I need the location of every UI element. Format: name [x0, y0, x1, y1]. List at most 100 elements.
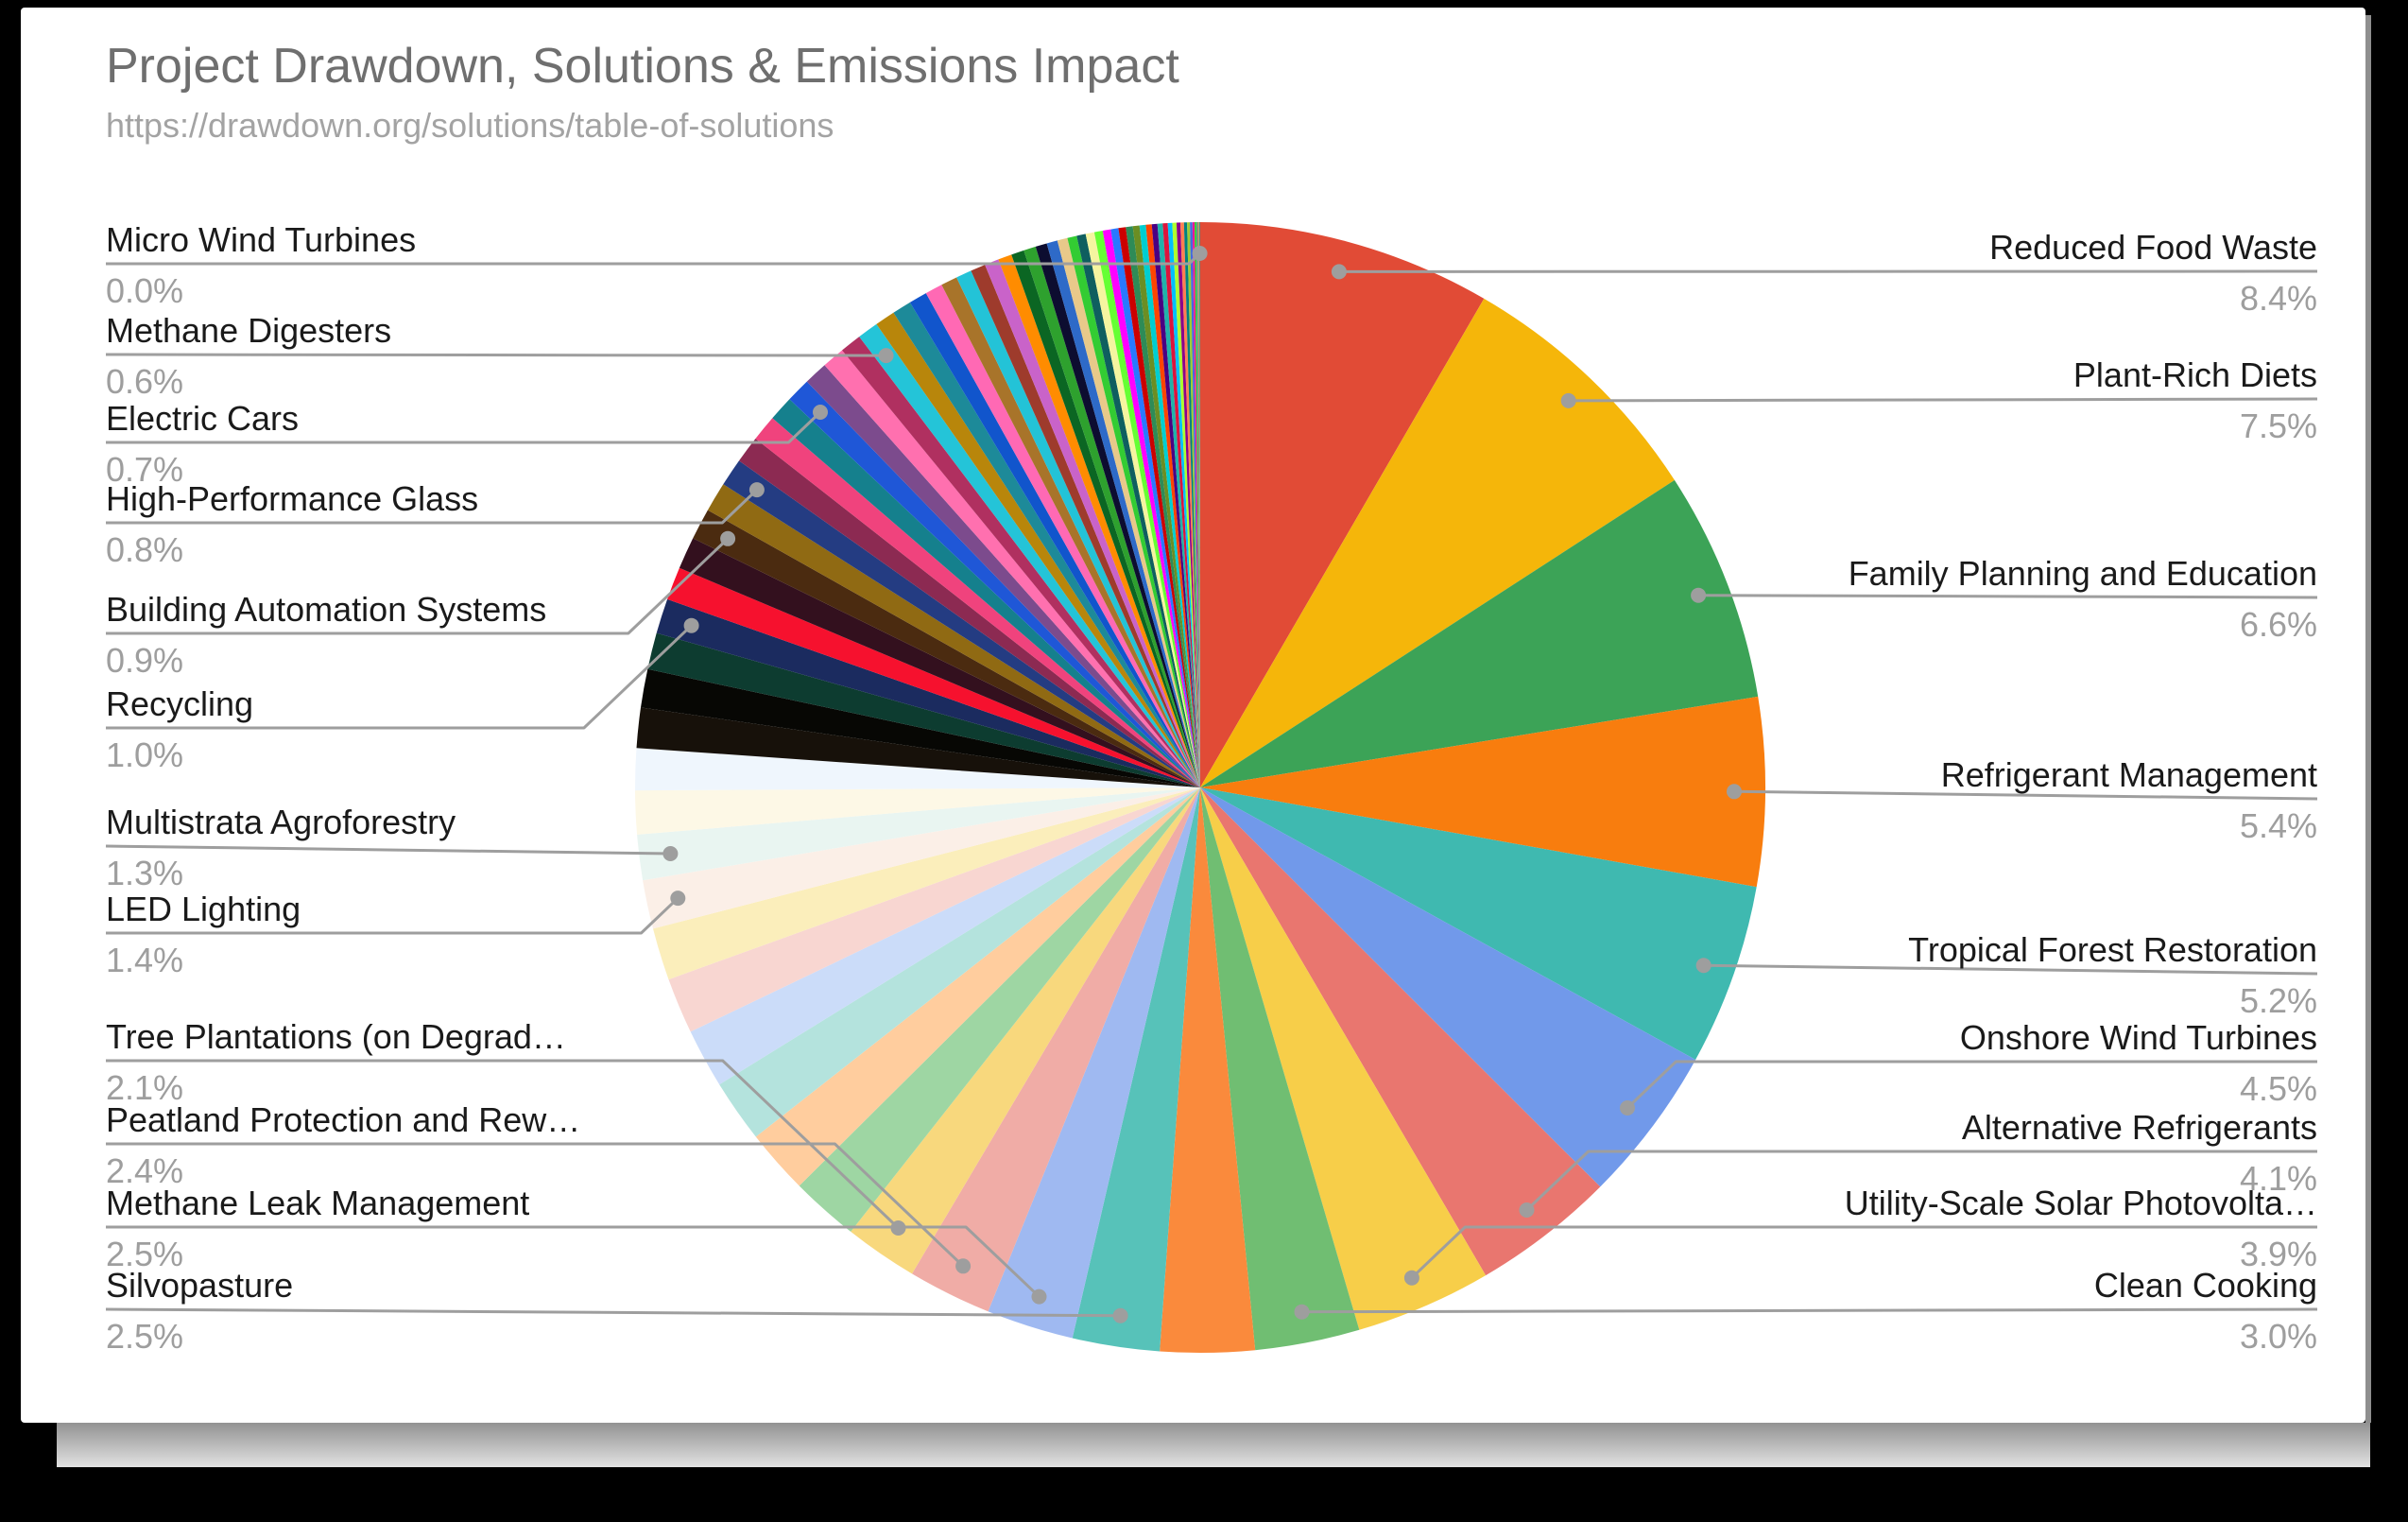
pie-slice-electric-cars[interactable] — [789, 381, 1200, 787]
pie-slice-segment-66[interactable] — [1151, 223, 1200, 787]
pie-slice-segment-18[interactable] — [668, 787, 1201, 1032]
pie-slice-segment-43[interactable] — [909, 293, 1200, 788]
pie-slice-segment-49[interactable] — [998, 254, 1200, 787]
pie-slice-segment-60[interactable] — [1110, 228, 1200, 788]
pie-slice-segment-58[interactable] — [1093, 231, 1200, 787]
callout-value: 6.6% — [2239, 605, 2317, 644]
pie-slice-segment-57[interactable] — [1085, 232, 1200, 788]
leader-dot-led-lighting — [670, 891, 686, 907]
pie-slice-segment-31[interactable] — [707, 484, 1200, 787]
pie-slice-segment-72[interactable] — [1180, 222, 1200, 787]
pie-slice-methane-digesters[interactable] — [859, 323, 1200, 787]
pie-slice-segment-55[interactable] — [1067, 235, 1200, 788]
pie-slice-segment-19[interactable] — [653, 787, 1200, 980]
pie-slice-utility-scale-solar-photovolta[interactable] — [1200, 787, 1487, 1330]
pie-slice-micro-wind-turbines[interactable] — [1199, 221, 1200, 787]
callout-label: High-Performance Glass — [106, 479, 479, 518]
leader-dot-tree-plantations-on-degrad — [890, 1220, 906, 1236]
pie-slice-peatland-protection-and-rew[interactable] — [912, 787, 1200, 1312]
callout-value: 5.2% — [2239, 981, 2317, 1020]
pie-slice-segment-37[interactable] — [806, 365, 1200, 787]
pie-slice-segment-74[interactable] — [1187, 222, 1200, 788]
pie-slice-segment-45[interactable] — [941, 277, 1200, 788]
pie-slice-recycling[interactable] — [656, 598, 1200, 787]
pie-slice-led-lighting[interactable] — [643, 787, 1200, 929]
pie-slice-segment-22[interactable] — [635, 787, 1200, 835]
pie-slice-segment-38[interactable] — [824, 350, 1201, 788]
pie-slice-segment-50[interactable] — [1011, 250, 1200, 787]
callout-value: 0.9% — [106, 641, 184, 680]
pie-slice-segment-33[interactable] — [739, 439, 1200, 787]
pie-slice-segment-14[interactable] — [799, 787, 1200, 1232]
pie-slice-segment-68[interactable] — [1162, 223, 1200, 787]
pie-slice-segment-48[interactable] — [985, 259, 1200, 787]
pie-slice-segment-75[interactable] — [1190, 222, 1200, 787]
pie-slice-segment-25[interactable] — [641, 668, 1200, 787]
pie-slice-segment-67[interactable] — [1157, 223, 1200, 788]
pie-slice-onshore-wind-turbines[interactable] — [1200, 787, 1696, 1187]
pie-slice-methane-leak-management[interactable] — [988, 787, 1201, 1339]
leader-dot-high-performance-glass — [748, 482, 765, 498]
callout-value: 0.7% — [106, 450, 184, 489]
pie-slice-segment-35[interactable] — [772, 399, 1200, 787]
callout-label: Tree Plantations (on Degrad… — [106, 1017, 566, 1056]
leader-line-refrigerant-management — [1733, 789, 2318, 801]
callout-label: Silvopasture — [106, 1266, 294, 1305]
pie-slice-high-performance-glass[interactable] — [723, 460, 1200, 787]
pie-slice-segment-76[interactable] — [1192, 222, 1200, 787]
pie-slice-segment-73[interactable] — [1183, 222, 1200, 788]
pie-slice-segment-44[interactable] — [925, 285, 1200, 787]
pie-slice-segment-41[interactable] — [876, 312, 1200, 787]
pie-slice-segment-53[interactable] — [1046, 240, 1200, 787]
pie-slice-segment-42[interactable] — [893, 302, 1200, 787]
pie-slice-segment-29[interactable] — [679, 538, 1200, 787]
pie-slice-segment-23[interactable] — [634, 748, 1200, 791]
pie-slice-segment-16[interactable] — [719, 787, 1200, 1137]
pie-slice-tropical-forest-restoration[interactable] — [1200, 787, 1757, 1060]
pie-slice-segment-46[interactable] — [956, 270, 1200, 787]
leader-dot-refrigerant-management — [1727, 784, 1742, 800]
pie-slice-refrigerant-management[interactable] — [1200, 696, 1765, 888]
pie-slice-segment-65[interactable] — [1145, 224, 1200, 787]
leader-dot-methane-leak-management — [1031, 1289, 1047, 1305]
pie-slice-segment-61[interactable] — [1118, 227, 1200, 787]
leader-dot-electric-cars — [813, 405, 828, 420]
pie-slice-segment-47[interactable] — [971, 265, 1200, 788]
pie-slice-tree-plantations-on-degrad[interactable] — [851, 787, 1200, 1274]
pie-slice-silvopasture[interactable] — [1072, 787, 1200, 1352]
callout-value: 2.4% — [106, 1151, 184, 1190]
pie-slice-segment-78[interactable] — [1195, 221, 1200, 788]
pie-slice-plant-rich-diets[interactable] — [1200, 298, 1675, 787]
pie-slice-segment-54[interactable] — [1057, 237, 1200, 788]
pie-slice-segment-63[interactable] — [1132, 225, 1200, 788]
pie-slice-multistrata-agroforestry[interactable] — [637, 787, 1200, 881]
pie-slice-segment-51[interactable] — [1023, 246, 1200, 787]
pie-slice-segment-17[interactable] — [690, 787, 1200, 1085]
pie-slice-clean-cooking[interactable] — [1200, 787, 1360, 1351]
pie-slice-segment-52[interactable] — [1035, 243, 1200, 788]
pie-slice-segment-64[interactable] — [1139, 224, 1200, 788]
pie-slice-segment-15[interactable] — [755, 787, 1200, 1186]
callout-label: Plant-Rich Diets — [2073, 355, 2317, 394]
pie-slice-segment-71[interactable] — [1176, 222, 1200, 787]
pie-slice-segment-9[interactable] — [1160, 787, 1256, 1354]
pie-slice-building-automation-systems[interactable] — [693, 510, 1200, 787]
pie-slice-segment-69[interactable] — [1167, 222, 1200, 787]
pie-slice-alternative-refrigerants[interactable] — [1200, 787, 1601, 1276]
pie-slice-segment-34[interactable] — [755, 418, 1200, 787]
pie-slice-segment-59[interactable] — [1102, 229, 1200, 788]
pie-slice-segment-28[interactable] — [667, 567, 1200, 787]
pie-slice-segment-26[interactable] — [647, 632, 1200, 787]
pie-slice-segment-62[interactable] — [1126, 226, 1200, 788]
pie-slice-segment-39[interactable] — [842, 337, 1200, 787]
pie-slice-reduced-food-waste[interactable] — [1200, 222, 1485, 787]
pie-slice-segment-79[interactable] — [1197, 221, 1200, 787]
pie-slice-segment-56[interactable] — [1076, 233, 1200, 787]
pie-slice-segment-70[interactable] — [1172, 222, 1200, 788]
pie-slice-segment-24[interactable] — [636, 707, 1201, 787]
pie-slice-family-planning-and-education[interactable] — [1200, 479, 1759, 787]
leader-dot-recycling — [683, 617, 699, 633]
pie-slice-segment-80[interactable] — [1198, 221, 1201, 787]
callout-label: Family Planning and Education — [1848, 554, 2317, 593]
pie-slice-segment-77[interactable] — [1195, 221, 1200, 788]
